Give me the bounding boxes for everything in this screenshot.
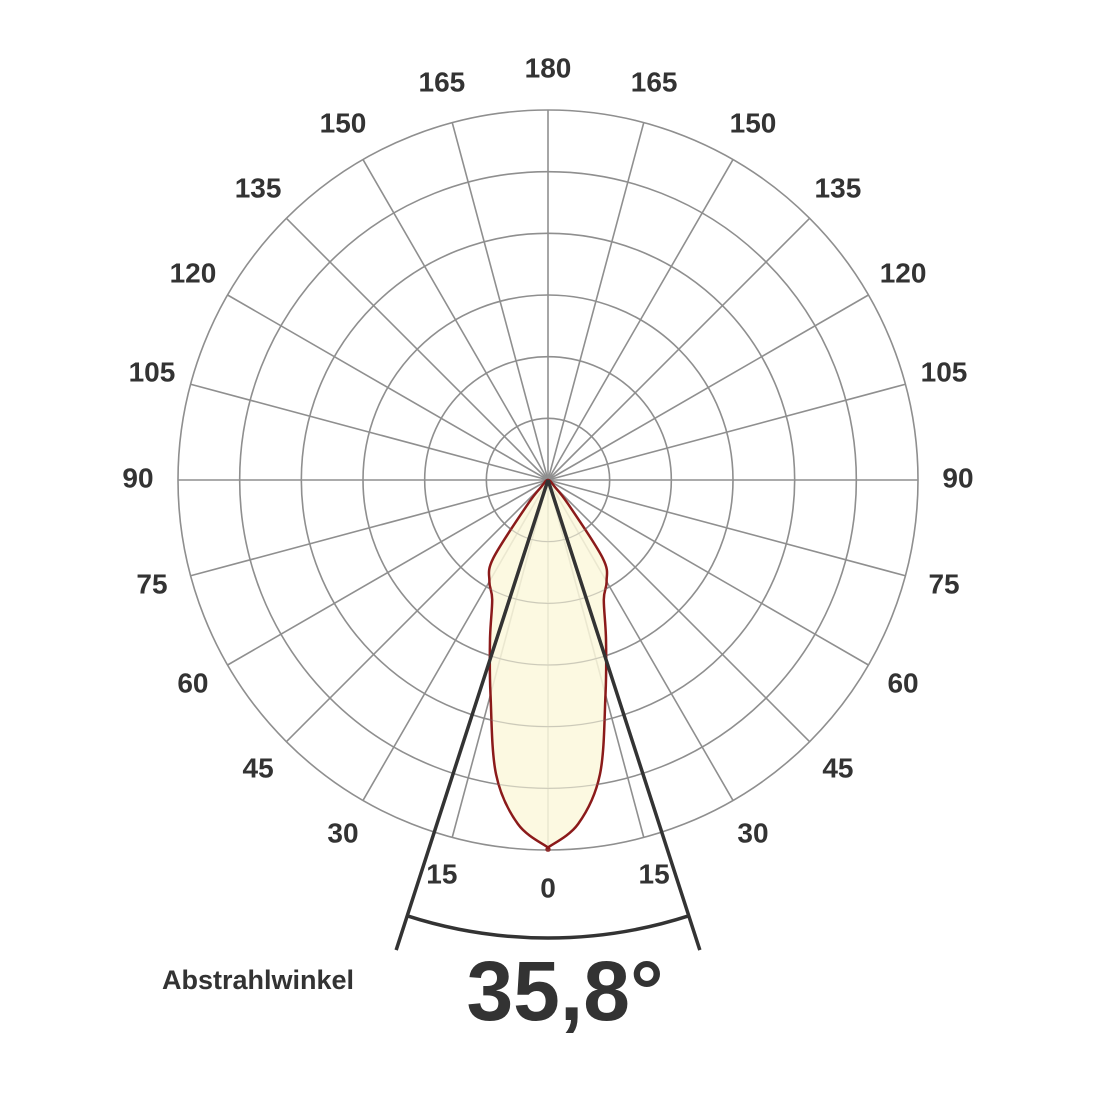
angle-tick-label: 150: [730, 107, 777, 138]
angle-tick-label: 60: [177, 667, 208, 698]
grid-spoke: [190, 479, 549, 577]
angle-tick-label: 45: [243, 752, 274, 783]
grid-spoke: [547, 479, 906, 577]
grid-spoke: [190, 383, 549, 481]
grid-ring-overlay: [300, 232, 796, 728]
grid-spoke: [547, 294, 869, 481]
angle-tick-label: 90: [942, 462, 973, 493]
beam-line: [546, 479, 702, 951]
angle-tick-label: 30: [327, 817, 358, 848]
angle-tick-label: 60: [887, 667, 918, 698]
grid-spoke: [285, 217, 549, 481]
angle-tick-label: 135: [815, 172, 862, 203]
grid-ring-overlay: [239, 171, 857, 789]
grid-ring-overlay: [424, 356, 672, 604]
angle-tick-label: 165: [419, 66, 466, 97]
grid-spoke: [547, 159, 734, 481]
angle-tick-label: 105: [921, 356, 968, 387]
grid-spoke: [547, 217, 811, 481]
angle-tick-label: 0: [540, 872, 556, 903]
grid-spoke: [362, 159, 549, 481]
grid-ring-overlay: [485, 417, 611, 543]
beam-line: [394, 479, 550, 951]
grid-spoke: [547, 383, 906, 481]
angle-tick-label: 150: [320, 107, 367, 138]
grid-ring-overlay: [177, 109, 919, 851]
angle-tick-label: 45: [822, 752, 853, 783]
angle-tick-label: 75: [928, 569, 959, 600]
grid-spoke: [547, 122, 645, 481]
angle-tick-label: 15: [426, 858, 457, 889]
grid-spoke: [547, 479, 869, 666]
angle-tick-label: 165: [631, 66, 678, 97]
angle-tick-label: 180: [525, 52, 572, 83]
grid-spoke: [227, 294, 549, 481]
angle-tick-label: 105: [129, 356, 176, 387]
grid-spoke: [227, 479, 549, 666]
beam-angle-label: 35,8°: [466, 944, 663, 1038]
angle-tick-label: 15: [639, 858, 670, 889]
angle-tick-label: 75: [136, 569, 167, 600]
beam-angle-title: Abstrahlwinkel: [162, 965, 354, 995]
grid-spoke: [547, 479, 811, 743]
angle-tick-label: 120: [170, 257, 217, 288]
grid-spoke: [285, 479, 549, 743]
angle-tick-label: 90: [122, 462, 153, 493]
angle-tick-label: 120: [880, 257, 927, 288]
grid-ring-overlay: [362, 294, 734, 666]
angle-tick-label: 30: [737, 817, 768, 848]
angle-tick-label: 135: [235, 172, 282, 203]
grid-spoke: [451, 122, 549, 481]
beam-arc: [406, 914, 690, 940]
